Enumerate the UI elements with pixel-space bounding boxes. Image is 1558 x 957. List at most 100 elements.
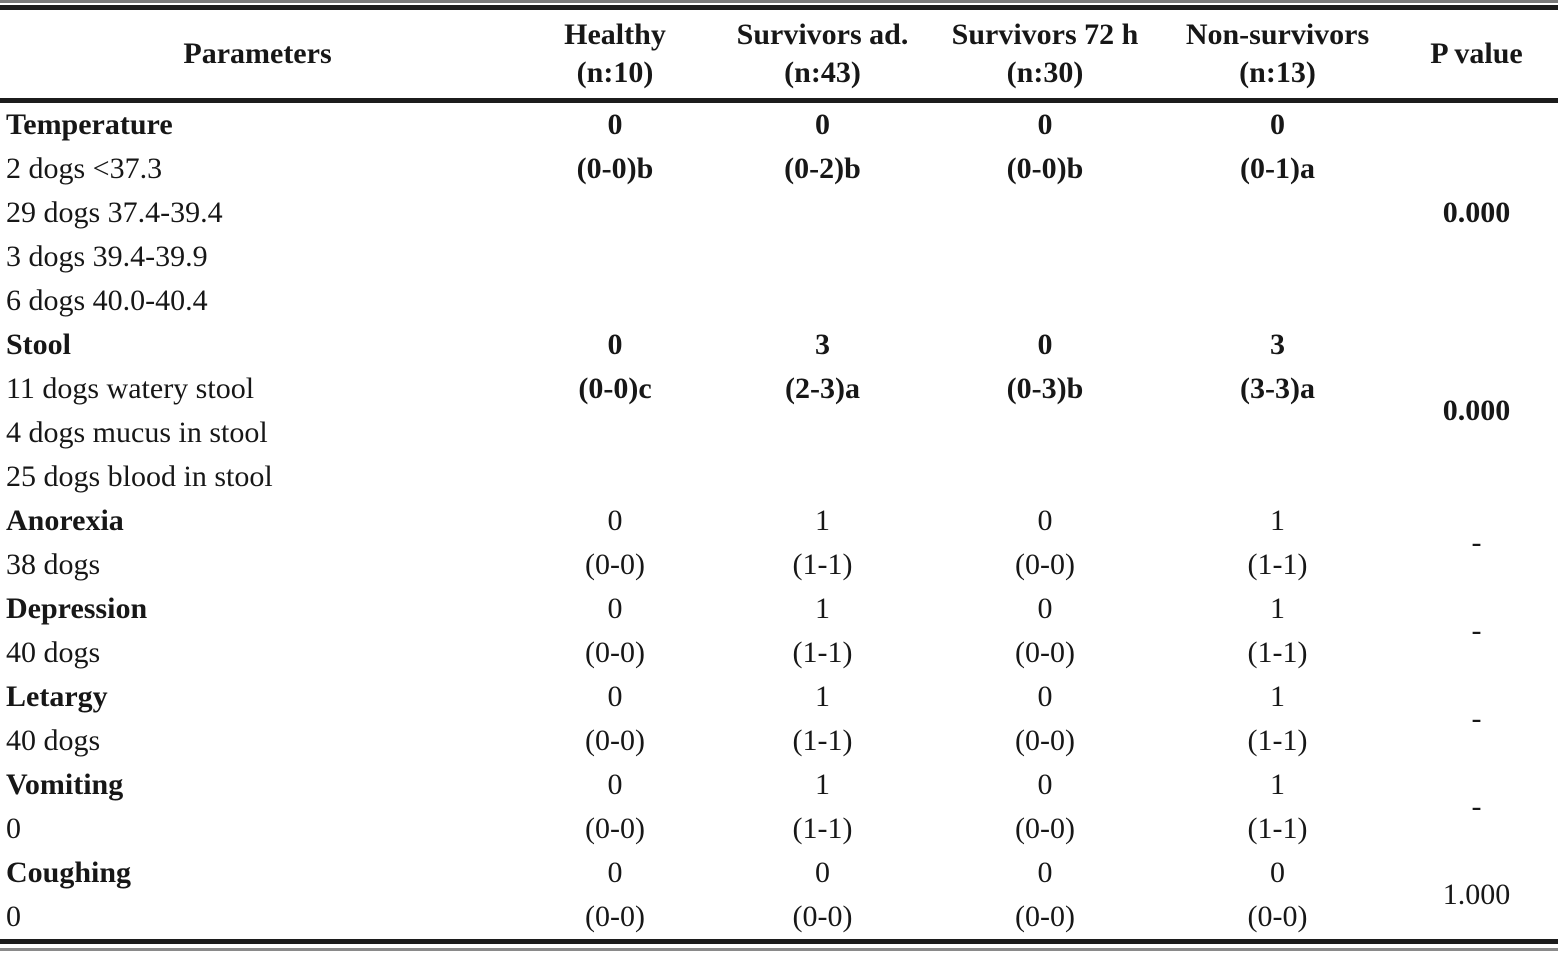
value-cell bbox=[715, 191, 930, 235]
value-cell: 0 bbox=[607, 503, 623, 537]
header-p-value: P value bbox=[1430, 36, 1523, 70]
value-cell bbox=[515, 191, 715, 235]
table-row: 0 (0-0) (0-0) (0-0) (0-0) bbox=[0, 895, 1558, 939]
parameter-cell: Stool bbox=[6, 327, 72, 361]
value-cell: 1 bbox=[1270, 503, 1285, 537]
value-cell bbox=[715, 235, 930, 279]
header-survivors-ad-n: (n:43) bbox=[784, 55, 861, 89]
value-cell bbox=[715, 411, 930, 455]
value-cell: 0 bbox=[1037, 503, 1053, 537]
value-cell: (1-1) bbox=[1247, 635, 1308, 669]
value-cell: 0 bbox=[1037, 107, 1053, 141]
header-non-survivors-line1: Non-survivors bbox=[1185, 17, 1370, 51]
table-row: 2 dogs <37.3 (0-0)b (0-2)b (0-0)b (0-1)a bbox=[0, 147, 1558, 191]
parameter-cell: 25 dogs blood in stool bbox=[6, 459, 273, 493]
value-cell bbox=[715, 279, 930, 323]
table-row: Anorexia 0 1 0 1 - bbox=[0, 499, 1558, 559]
value-cell: (0-0) bbox=[585, 899, 645, 933]
value-cell bbox=[515, 235, 715, 279]
value-cell: (0-2)b bbox=[784, 151, 861, 185]
value-cell: (0-1)a bbox=[1240, 151, 1315, 185]
table-body: Temperature 0 0 0 0 0.000 2 dogs <37.3 (0-0)b (0… bbox=[0, 100, 1558, 939]
header-survivors-72h-line1: Survivors 72 h bbox=[951, 17, 1139, 51]
top-thin-rule bbox=[0, 0, 1558, 3]
top-thick-rule bbox=[0, 5, 1558, 10]
p-value-cell: 0.000 bbox=[1442, 195, 1511, 229]
p-value-cell: 1.000 bbox=[1442, 877, 1511, 911]
parameter-cell: Coughing bbox=[6, 855, 132, 889]
parameter-cell: Depression bbox=[6, 591, 148, 625]
value-cell: 0 bbox=[607, 327, 623, 361]
header-parameters: Parameters bbox=[183, 36, 332, 70]
value-cell: 3 bbox=[815, 327, 830, 361]
p-value-cell: - bbox=[1471, 525, 1482, 559]
value-cell bbox=[715, 455, 930, 499]
value-cell: 3 bbox=[1270, 327, 1285, 361]
parameter-cell: 6 dogs 40.0-40.4 bbox=[6, 283, 208, 317]
table-row: 40 dogs (0-0) (1-1) (0-0) (1-1) bbox=[0, 631, 1558, 675]
parameter-cell: 11 dogs watery stool bbox=[6, 371, 255, 405]
value-cell: (1-1) bbox=[1247, 547, 1308, 581]
header-survivors-72h: Survivors 72 h (n:30) bbox=[930, 10, 1160, 100]
parameter-cell: 4 dogs mucus in stool bbox=[6, 415, 268, 449]
parameter-cell: 38 dogs bbox=[6, 547, 101, 581]
value-cell bbox=[515, 455, 715, 499]
value-cell: 0 bbox=[607, 107, 623, 141]
value-cell: 1 bbox=[815, 503, 830, 537]
clinical-parameters-table: Parameters Healthy (n:10) Survivors ad. … bbox=[0, 10, 1558, 939]
p-value-cell: 0.000 bbox=[1442, 393, 1511, 427]
value-cell: 0 bbox=[815, 855, 830, 889]
value-cell: (0-0) bbox=[585, 811, 645, 845]
value-cell: 1 bbox=[815, 679, 830, 713]
table-row: Letargy 0 1 0 1 - bbox=[0, 675, 1558, 735]
value-cell: 0 bbox=[1037, 679, 1053, 713]
p-value-cell: - bbox=[1471, 701, 1482, 735]
value-cell bbox=[930, 191, 1160, 235]
value-cell: (0-0) bbox=[1247, 899, 1308, 933]
value-cell: (0-0) bbox=[1015, 723, 1075, 757]
table-row: 25 dogs blood in stool bbox=[0, 455, 1558, 499]
value-cell bbox=[1160, 191, 1395, 235]
table-row: Coughing 0 0 0 0 1.000 bbox=[0, 851, 1558, 911]
value-cell: (1-1) bbox=[792, 547, 853, 581]
parameter-cell: Vomiting bbox=[6, 767, 124, 801]
table-row: 3 dogs 39.4-39.9 bbox=[0, 235, 1558, 279]
header-non-survivors: Non-survivors (n:13) bbox=[1160, 10, 1395, 100]
table-header: Parameters Healthy (n:10) Survivors ad. … bbox=[0, 10, 1558, 100]
value-cell bbox=[515, 411, 715, 455]
p-value-cell: - bbox=[1471, 789, 1482, 823]
parameter-cell: 2 dogs <37.3 bbox=[6, 151, 163, 185]
value-cell bbox=[1160, 279, 1395, 323]
value-cell: (1-1) bbox=[792, 811, 853, 845]
table-row: 4 dogs mucus in stool bbox=[0, 411, 1558, 455]
value-cell: 1 bbox=[815, 767, 830, 801]
value-cell bbox=[1160, 455, 1395, 499]
value-cell: (0-0)b bbox=[1006, 151, 1084, 185]
parameter-cell: 3 dogs 39.4-39.9 bbox=[6, 239, 208, 273]
value-cell: (1-1) bbox=[792, 723, 853, 757]
value-cell bbox=[1160, 235, 1395, 279]
header-survivors-ad-line1: Survivors ad. bbox=[736, 17, 909, 51]
parameter-cell: 40 dogs bbox=[6, 635, 101, 669]
value-cell: 0 bbox=[607, 855, 623, 889]
table-row: Temperature 0 0 0 0 0.000 bbox=[0, 100, 1558, 229]
table-row: 6 dogs 40.0-40.4 bbox=[0, 279, 1558, 323]
value-cell: 0 bbox=[1037, 855, 1053, 889]
table-row: 29 dogs 37.4-39.4 bbox=[0, 191, 1558, 235]
value-cell: 1 bbox=[815, 591, 830, 625]
parameter-cell: 0 bbox=[6, 811, 21, 845]
bottom-thick-rule bbox=[0, 938, 1558, 944]
value-cell bbox=[930, 411, 1160, 455]
bottom-thin-rule bbox=[0, 947, 1558, 951]
value-cell: 0 bbox=[1037, 591, 1053, 625]
table-row: 40 dogs (0-0) (1-1) (0-0) (1-1) bbox=[0, 719, 1558, 763]
value-cell: 0 bbox=[1037, 767, 1053, 801]
value-cell: (1-1) bbox=[1247, 723, 1308, 757]
table-row: Vomiting 0 1 0 1 - bbox=[0, 763, 1558, 823]
value-cell: (0-0)b bbox=[576, 151, 654, 185]
value-cell: (0-0) bbox=[792, 899, 853, 933]
header-healthy: Healthy (n:10) bbox=[515, 10, 715, 100]
parameter-cell: Temperature bbox=[6, 107, 173, 141]
value-cell bbox=[930, 235, 1160, 279]
top-rule-gap bbox=[0, 3, 1558, 5]
